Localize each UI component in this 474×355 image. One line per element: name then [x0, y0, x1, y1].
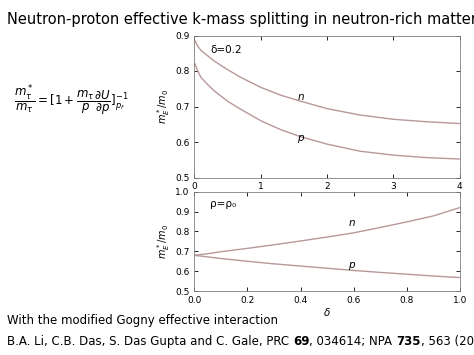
Y-axis label: $m^*_E/m_0$: $m^*_E/m_0$ [155, 89, 173, 124]
Text: With the modified Gogny effective interaction: With the modified Gogny effective intera… [7, 314, 278, 327]
Text: $\dfrac{m^*_\tau}{m_\tau} = [1 + \dfrac{m_\tau}{p}\dfrac{\partial U}{\partial p}: $\dfrac{m^*_\tau}{m_\tau} = [1 + \dfrac{… [14, 82, 129, 117]
Text: δ=0.2: δ=0.2 [210, 45, 242, 55]
Text: , 034614; NPA: , 034614; NPA [310, 335, 396, 349]
Text: , 563 (2004).: , 563 (2004). [421, 335, 474, 349]
Text: p: p [297, 133, 304, 143]
Text: B.A. Li, C.B. Das, S. Das Gupta and C. Gale, PRC: B.A. Li, C.B. Das, S. Das Gupta and C. G… [7, 335, 293, 349]
Text: p: p [348, 260, 355, 270]
X-axis label: $\rho/\rho_0$: $\rho/\rho_0$ [316, 193, 338, 207]
Text: n: n [297, 92, 304, 102]
Text: Neutron-proton effective k-mass splitting in neutron-rich matter: Neutron-proton effective k-mass splittin… [7, 12, 474, 27]
X-axis label: $\delta$: $\delta$ [323, 306, 331, 318]
Y-axis label: $m^*_E/m_0$: $m^*_E/m_0$ [155, 224, 173, 259]
Text: 69: 69 [293, 335, 310, 349]
Text: 735: 735 [396, 335, 421, 349]
Text: n: n [348, 218, 355, 229]
Text: ρ=ρ₀: ρ=ρ₀ [210, 199, 237, 209]
